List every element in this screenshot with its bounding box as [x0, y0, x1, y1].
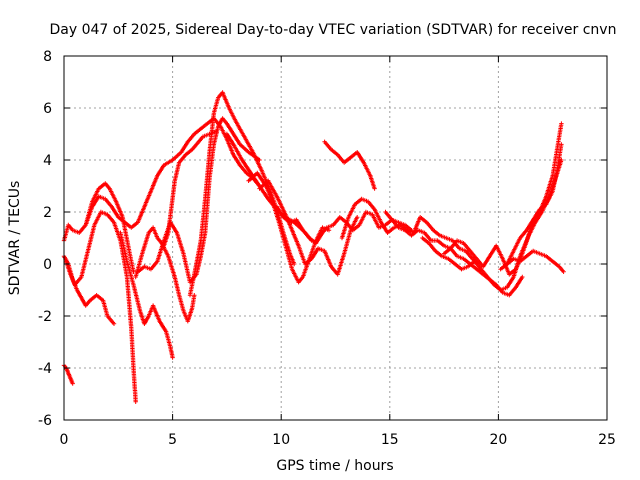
y-tick-label: -6: [38, 413, 52, 429]
x-tick-label: 5: [168, 432, 177, 448]
x-tick-label: 25: [598, 432, 616, 448]
series-track-6: [118, 230, 175, 360]
series-markers: [83, 116, 262, 230]
x-tick-label: 15: [381, 432, 399, 448]
series-track-8: [135, 116, 262, 285]
y-tick-label: 8: [43, 49, 52, 65]
y-axis-label: SDTVAR / TECUs: [7, 181, 23, 296]
y-tick-label: 2: [43, 205, 52, 221]
series-markers: [118, 230, 175, 360]
x-tick-label: 20: [489, 432, 507, 448]
y-tick-label: 4: [43, 153, 52, 169]
series-track-21: [504, 142, 564, 267]
series-track-13: [257, 178, 360, 277]
series-track-9: [159, 241, 197, 324]
axis-ticks: 0 5 10 15 20 25 -6 -4 -2 0 2 4 6 8: [38, 49, 616, 448]
series-markers: [159, 241, 197, 324]
series-markers: [135, 116, 262, 285]
series-markers: [339, 196, 482, 267]
series-track-4: [64, 209, 138, 404]
series-markers: [322, 139, 377, 191]
series-track-5: [83, 116, 262, 230]
series-track-16: [339, 196, 482, 267]
y-tick-label: -2: [38, 309, 52, 325]
series-track-15: [322, 139, 377, 191]
series-markers: [504, 142, 564, 267]
y-tick-label: 0: [43, 257, 52, 273]
y-tick-label: 6: [43, 101, 52, 117]
plot-frame: [63, 55, 608, 421]
data-marks: [61, 90, 566, 404]
chart-title: Day 047 of 2025, Sidereal Day-to-day VTE…: [50, 22, 617, 38]
x-tick-label: 10: [272, 432, 290, 448]
y-tick-label: -4: [38, 361, 52, 377]
x-axis-label: GPS time / hours: [276, 458, 393, 474]
x-tick-label: 0: [60, 432, 69, 448]
series-markers: [64, 209, 138, 404]
series-markers: [257, 178, 360, 277]
